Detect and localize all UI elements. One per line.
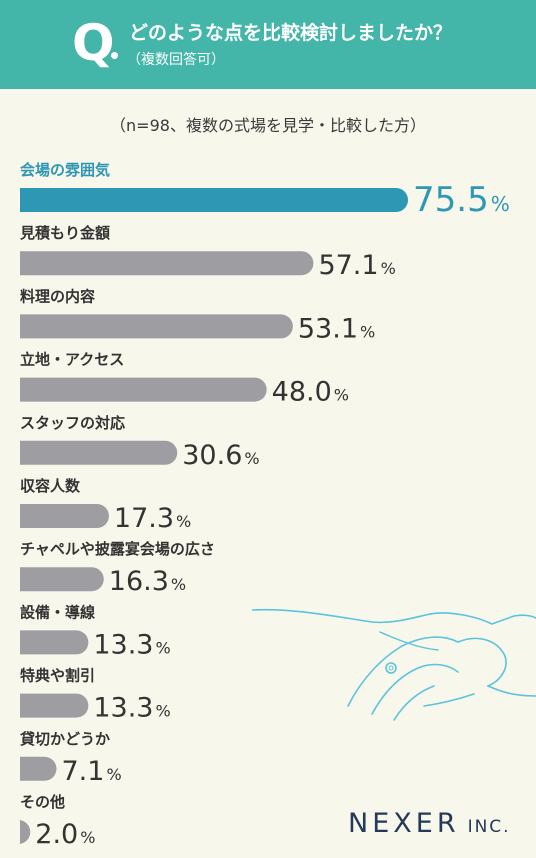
category-label: 収容人数 bbox=[20, 477, 81, 495]
value-label: 2.0 bbox=[35, 819, 78, 850]
sample-note: （n=98、複数の式場を見学・比較した方） bbox=[110, 116, 426, 135]
category-label: 料理の内容 bbox=[20, 287, 95, 305]
value-label: 13.3 bbox=[93, 693, 153, 724]
value-label: 17.3 bbox=[114, 503, 174, 534]
bar bbox=[20, 630, 89, 655]
bar bbox=[20, 504, 109, 528]
nexer-logo: NEXER INC. bbox=[348, 808, 511, 839]
category-label: 設備・導線 bbox=[20, 603, 95, 621]
bar bbox=[20, 756, 57, 781]
value-label: 53.1 bbox=[298, 313, 358, 344]
bar bbox=[20, 377, 267, 402]
value-unit: % bbox=[491, 192, 510, 216]
category-label: 会場の雰囲気 bbox=[20, 161, 110, 179]
category-label: チャペルや披露宴会場の広さ bbox=[20, 540, 215, 558]
value-label: 13.3 bbox=[93, 629, 153, 660]
value-label: 7.1 bbox=[61, 756, 104, 787]
logo-suffix: INC. bbox=[467, 817, 511, 837]
value-unit: % bbox=[176, 512, 191, 531]
category-label: 特典や割引 bbox=[20, 667, 95, 685]
category-label: 見積もり金額 bbox=[19, 224, 110, 242]
bar bbox=[20, 693, 89, 718]
question-text: どのような点を比較検討しましたか？ bbox=[129, 22, 453, 44]
handshake-illustration bbox=[252, 608, 536, 721]
category-label: 貸切かどうか bbox=[20, 730, 110, 748]
bar bbox=[20, 314, 293, 339]
value-label: 48.0 bbox=[272, 377, 332, 408]
question-header: Q どのような点を比較検討しましたか？ （複数回答可） bbox=[0, 0, 536, 89]
bar bbox=[18, 820, 31, 844]
bar bbox=[20, 251, 314, 276]
q-dot bbox=[111, 52, 118, 59]
question-note: （複数回答可） bbox=[127, 52, 225, 68]
value-unit: % bbox=[155, 638, 170, 657]
value-unit: % bbox=[244, 449, 259, 468]
value-unit: % bbox=[106, 765, 121, 784]
category-label: その他 bbox=[20, 793, 65, 811]
value-unit: % bbox=[381, 259, 396, 278]
value-unit: % bbox=[171, 575, 186, 594]
bar bbox=[20, 567, 104, 592]
value-unit: % bbox=[80, 828, 95, 847]
category-label: 立地・アクセス bbox=[20, 351, 124, 369]
category-label: スタッフの対応 bbox=[20, 414, 125, 432]
bar bbox=[20, 188, 408, 212]
value-unit: % bbox=[155, 702, 170, 721]
value-label: 75.5 bbox=[413, 180, 489, 220]
q-mark: Q bbox=[72, 14, 115, 72]
logo-name: NEXER bbox=[348, 808, 460, 839]
value-label: 16.3 bbox=[109, 566, 169, 597]
value-unit: % bbox=[334, 386, 349, 405]
value-label: 30.6 bbox=[182, 440, 242, 471]
value-label: 57.1 bbox=[318, 250, 378, 281]
bar bbox=[20, 440, 178, 465]
value-unit: % bbox=[360, 322, 375, 341]
